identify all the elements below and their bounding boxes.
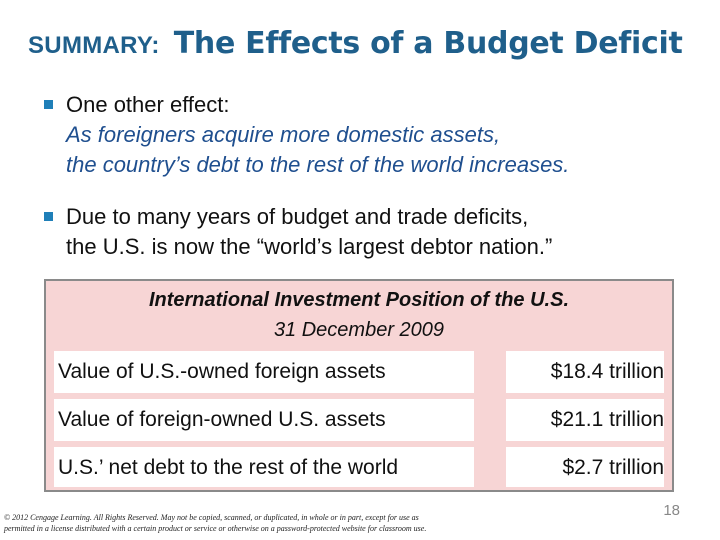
bullet-one-text: One other effect: As foreigners acquire …	[66, 90, 569, 180]
copyright-notice: © 2012 Cengage Learning. All Rights Rese…	[4, 513, 427, 533]
bullet-two-line1: Due to many years of budget and trade de…	[66, 204, 529, 229]
table-row-value: $21.1 trillion	[506, 399, 664, 441]
row-value: $18.4 trillion	[550, 360, 664, 383]
bullet-two-text: Due to many years of budget and trade de…	[66, 202, 552, 262]
bullet-two-line2: the U.S. is now the “world’s largest deb…	[66, 234, 553, 259]
bullet-one-emphasis-line1: As foreigners acquire more domestic asse…	[66, 122, 501, 147]
row-value: $21.1 trillion	[550, 408, 664, 431]
title-main: The Effects of a Budget Deficit	[173, 26, 683, 61]
page-number: 18	[663, 502, 680, 519]
table-row-label: U.S.’ net debt to the rest of the world	[54, 447, 474, 487]
slide-title: SUMMARY: The Effects of a Budget Deficit	[28, 26, 683, 61]
table-row-label: Value of U.S.-owned foreign assets	[54, 351, 474, 393]
table-row-value: $2.7 trillion	[506, 447, 664, 487]
table-subtitle: 31 December 2009	[273, 319, 445, 341]
table-title: International Investment Position of the…	[148, 289, 570, 311]
row-value: $2.7 trillion	[562, 456, 664, 479]
row-label: Value of U.S.-owned foreign assets	[58, 360, 386, 383]
square-bullet-icon	[44, 100, 53, 109]
row-label: U.S.’ net debt to the rest of the world	[58, 456, 399, 479]
table-row-value: $18.4 trillion	[506, 351, 664, 393]
title-prefix: SUMMARY:	[28, 32, 160, 59]
bullet-one-emphasis-line2: the country’s debt to the rest of the wo…	[66, 152, 570, 177]
bullet-one-lead: One other effect:	[66, 92, 230, 117]
row-label: Value of foreign-owned U.S. assets	[58, 408, 386, 431]
table-row-label: Value of foreign-owned U.S. assets	[54, 399, 474, 441]
square-bullet-icon	[44, 212, 53, 221]
investment-position-table: International Investment Position of the…	[44, 279, 674, 492]
